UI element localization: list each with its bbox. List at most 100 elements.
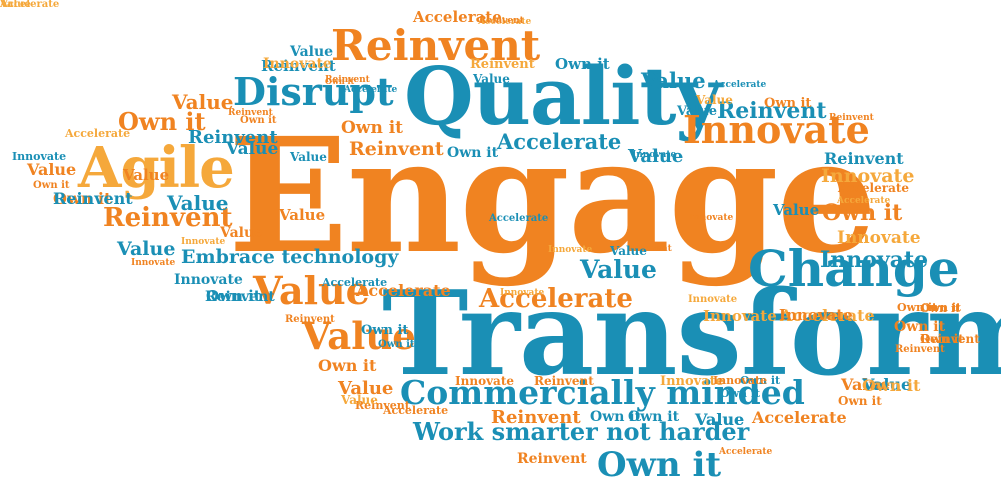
- word-own-it: Own it: [740, 374, 781, 387]
- word-reinvent: Reinvent: [205, 289, 275, 305]
- word-accelerate: Accelerate: [719, 447, 773, 457]
- word-own-it: Own it: [720, 387, 761, 400]
- word-own-it: Own it: [361, 323, 409, 338]
- word-innovate: Innovate: [821, 165, 915, 187]
- word-reinvent: Reinvent: [534, 374, 594, 388]
- word-accelerate: Accelerate: [479, 284, 633, 314]
- word-accelerate: Accelerate: [478, 17, 532, 27]
- word-value: Value: [123, 166, 170, 184]
- word-value: Value: [290, 150, 327, 164]
- word-value: Value: [0, 0, 31, 10]
- word-accelerate: Accelerate: [413, 8, 502, 26]
- word-accelerate: Accelerate: [489, 213, 549, 224]
- word-own-it: Own it: [590, 409, 642, 425]
- word-accelerate: Accelerate: [383, 404, 449, 417]
- word-reinvent: Reinvent: [470, 57, 535, 72]
- word-reinvent: Reinvent: [355, 399, 410, 412]
- word-value: Value: [279, 206, 326, 224]
- word-own-it: Own it: [628, 409, 680, 425]
- word-change: Change: [748, 239, 960, 298]
- word-transform: Transform: [382, 266, 1001, 402]
- word-value: Value: [341, 393, 378, 407]
- word-innovate: Innovate: [660, 374, 724, 389]
- word-value: Value: [117, 238, 176, 260]
- word-innovate: Innovate: [632, 150, 677, 160]
- word-own-it: Own it: [838, 394, 882, 408]
- word-innovate: Innovate: [500, 288, 545, 298]
- word-value: Value: [580, 255, 657, 284]
- word-innovate: Innovate: [263, 56, 332, 72]
- word-value: Value: [610, 244, 647, 258]
- word-accelerate: Accelerate: [356, 281, 451, 300]
- word-value: Value: [473, 72, 510, 86]
- word-value: Value: [641, 68, 706, 93]
- word-innovate: Innovate: [779, 306, 853, 324]
- word-accelerate: Accelerate: [838, 181, 910, 195]
- word-reinvent: Reinvent: [717, 98, 827, 124]
- word-reinvent: Reinvent: [261, 57, 336, 75]
- word-own-it: Own it: [897, 301, 938, 314]
- word-innovate: Innovate: [713, 374, 768, 387]
- word-value: Value: [167, 191, 229, 215]
- word-value: Value: [302, 314, 416, 358]
- word-reinvent: Reinvent: [491, 407, 581, 428]
- word-commercially-minded: Commercially minded: [400, 373, 805, 412]
- word-value: Value: [290, 44, 334, 60]
- word-value: Value: [253, 268, 370, 313]
- word-accelerate: Accelerate: [780, 306, 875, 325]
- word-value: Value: [677, 104, 717, 119]
- word-reinvent: Reinvent: [829, 113, 874, 123]
- word-disrupt: Disrupt: [233, 69, 394, 114]
- word-own-it: Own it: [325, 76, 355, 86]
- word-value: Value: [220, 225, 264, 241]
- word-accelerate: Accelerate: [752, 408, 847, 427]
- word-innovate: Innovate: [174, 272, 243, 288]
- word-own-it: Own it: [378, 339, 415, 350]
- word-innovate: Innovate: [689, 213, 734, 223]
- word-innovate: Innovate: [683, 107, 870, 152]
- word-accelerate: Accelerate: [837, 196, 891, 206]
- word-innovate: Innovate: [548, 245, 593, 255]
- word-value: Value: [172, 90, 234, 114]
- word-own-it: Own it: [920, 302, 961, 315]
- word-own-it: Own it: [894, 319, 946, 335]
- word-value: Value: [695, 410, 745, 429]
- word-innovate: Innovate: [455, 374, 514, 388]
- word-own-it: Own it: [447, 145, 499, 161]
- word-value: Value: [841, 375, 891, 394]
- word-agile: Agile: [78, 135, 235, 201]
- word-reinvent: Reinvent: [517, 451, 587, 467]
- word-value: Value: [696, 93, 733, 107]
- word-quality: Quality: [404, 49, 722, 143]
- word-work-smarter-not-harder: Work smarter not harder: [413, 417, 750, 446]
- word-innovate: Innovate: [131, 258, 176, 268]
- word-innovate: Innovate: [820, 247, 929, 273]
- word-own-it: Own it: [764, 96, 812, 111]
- word-reinvent: Reinvent: [331, 21, 541, 70]
- word-own-it: Own it: [240, 115, 277, 126]
- word-value: Value: [27, 160, 77, 179]
- word-own-it: Own it: [118, 107, 206, 136]
- word-own-it: Own it: [597, 445, 722, 485]
- word-own-it: Own it: [33, 180, 70, 191]
- word-accelerate: Accelerate: [713, 80, 767, 90]
- word-value: Value: [695, 410, 745, 429]
- word-innovate: Innovate: [181, 237, 226, 247]
- word-own-it: Own it: [53, 189, 112, 208]
- word-embrace-technology: Embrace technology: [181, 246, 399, 268]
- word-accelerate: Accelerate: [344, 85, 398, 95]
- word-reinvent: Reinvent: [228, 108, 273, 118]
- word-value: Value: [862, 375, 912, 394]
- word-innovate: Innovate: [703, 307, 777, 325]
- word-reinvent: Reinvent: [285, 314, 335, 325]
- word-value: Value: [226, 139, 279, 159]
- word-value: Value: [338, 378, 394, 399]
- word-reinvent: Reinvent: [627, 244, 672, 254]
- word-reinvent: Reinvent: [895, 344, 945, 355]
- word-innovate: Innovate: [837, 228, 921, 248]
- word-own-it: Own it: [318, 356, 377, 375]
- word-own-it: Own it: [862, 376, 921, 395]
- word-reinvent: Reinvent: [103, 203, 233, 233]
- word-reinvent: Reinvent: [325, 75, 370, 85]
